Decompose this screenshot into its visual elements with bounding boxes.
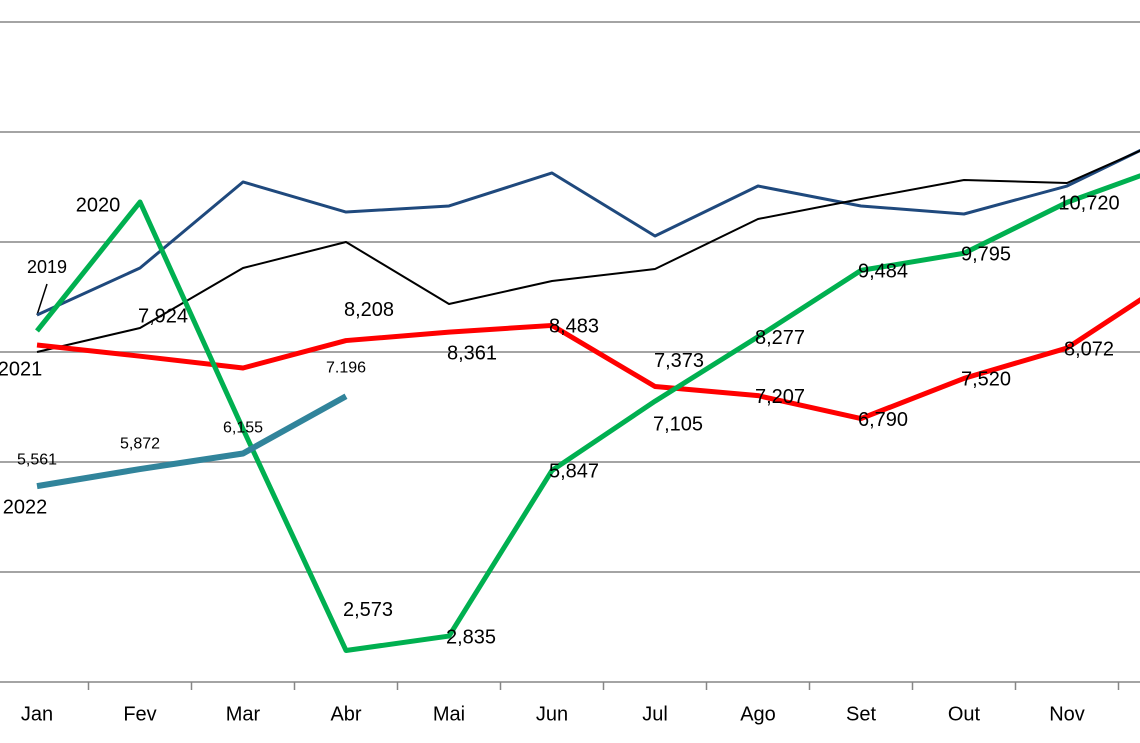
x-tick-label: Ago bbox=[740, 703, 776, 725]
x-tick-label: Jul bbox=[642, 703, 668, 725]
data-label: 6,155 bbox=[223, 420, 263, 437]
data-label: 8,361 bbox=[447, 342, 497, 364]
leader-line bbox=[36, 283, 48, 316]
series-line bbox=[36, 393, 348, 490]
x-tick-label: Jun bbox=[536, 703, 568, 725]
x-tick-label: Fev bbox=[123, 703, 156, 725]
x-tick-label: Abr bbox=[330, 703, 361, 725]
series-line bbox=[36, 148, 1140, 317]
data-label: 8,072 bbox=[1064, 338, 1114, 360]
x-tick-label: Nov bbox=[1049, 703, 1085, 725]
x-tick-label: Out bbox=[948, 703, 981, 725]
data-label: 7,105 bbox=[653, 414, 703, 436]
data-label: 7,520 bbox=[961, 369, 1011, 391]
series-name: 2019 bbox=[27, 257, 67, 277]
data-label: 9,484 bbox=[858, 261, 908, 283]
data-label: 6,790 bbox=[858, 409, 908, 431]
data-label: 7.196 bbox=[326, 359, 366, 376]
series-line bbox=[36, 297, 1140, 422]
data-label: 9,795 bbox=[961, 244, 1011, 266]
x-tick-label: Mai bbox=[433, 703, 465, 725]
series-name: 2022 bbox=[3, 496, 48, 518]
data-label: 10,720 bbox=[1058, 193, 1119, 215]
series-line bbox=[35, 173, 1140, 653]
data-label: 8,483 bbox=[549, 316, 599, 338]
data-label: 7,207 bbox=[755, 386, 805, 408]
series-name: 2021 bbox=[0, 358, 42, 380]
data-label: 2,835 bbox=[446, 626, 496, 648]
series-line bbox=[36, 149, 1140, 353]
x-tick-label: Jan bbox=[21, 703, 53, 725]
data-label: 2,573 bbox=[343, 599, 393, 621]
data-label: 8,208 bbox=[344, 299, 394, 321]
data-label: 8,277 bbox=[755, 327, 805, 349]
data-label: 7,373 bbox=[654, 350, 704, 372]
data-label: 5,561 bbox=[17, 451, 57, 468]
x-tick-label: Mar bbox=[226, 703, 261, 725]
data-label: 5,872 bbox=[120, 435, 160, 452]
data-label: 7,924 bbox=[138, 305, 188, 327]
series-name: 2020 bbox=[76, 194, 121, 216]
data-label: 5,847 bbox=[549, 461, 599, 483]
x-tick-label: Set bbox=[846, 703, 876, 725]
